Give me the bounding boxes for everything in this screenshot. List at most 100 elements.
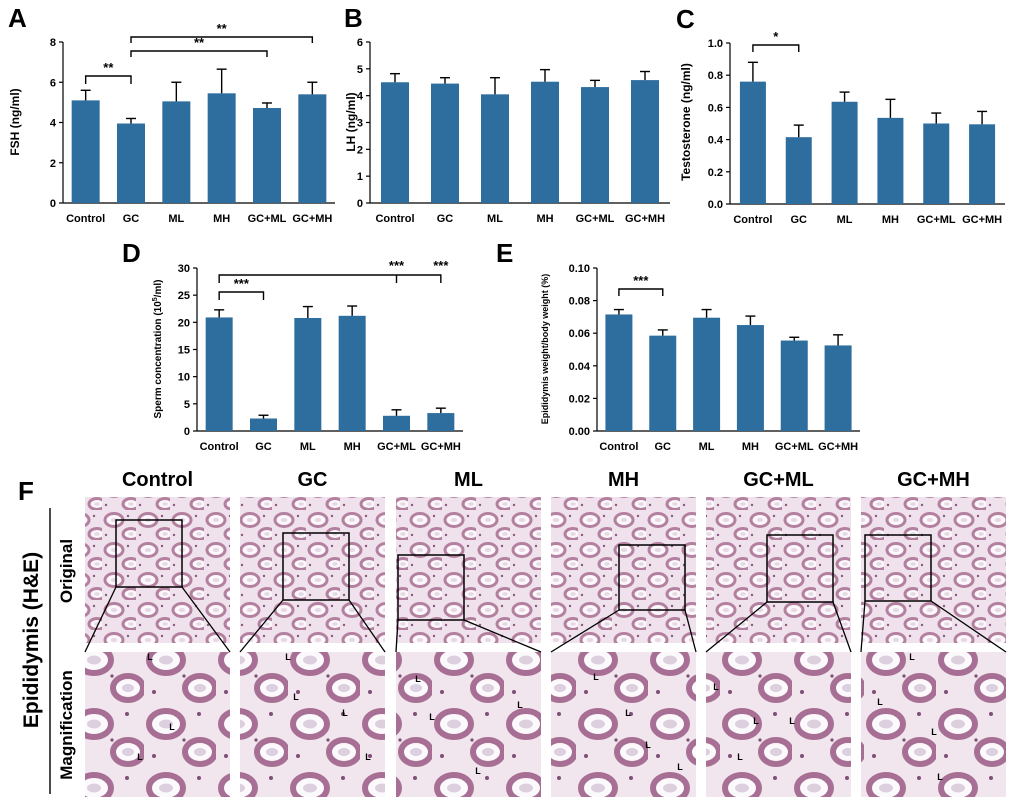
x-tick-label: GC [437,213,454,225]
bar-gc-mh [427,413,455,431]
zoom-line [84,586,117,653]
micrograph-original [861,497,1006,643]
group-title: MH [608,469,639,491]
group-title: GC+MH [897,469,970,491]
lumen-label: L [169,722,175,732]
micrograph-magnification [551,652,696,797]
lumen-label: L [429,712,435,722]
panel-letter: E [496,238,513,268]
x-tick-label: GC+ML [917,214,956,226]
zoom-line [860,600,866,653]
y-tick-label: 0 [184,426,190,438]
lumen-label: L [937,772,943,782]
zoom-line [705,601,768,653]
lumen-label: L [909,652,915,662]
x-tick-label: Control [599,441,638,453]
y-tick-label: 2 [50,158,56,170]
bar-gc [117,123,145,203]
zoom-box [864,534,932,602]
significance-bracket [84,75,132,84]
zoom-line [395,619,399,653]
lumen-label: L [415,674,421,684]
x-tick-label: GC+ML [775,441,814,453]
y-tick-label: 0 [357,198,363,210]
lumen-label: L [365,752,371,762]
bar-mh [877,117,904,204]
y-tick-label: 3 [357,118,363,130]
y-tick-label: 0.06 [569,328,590,340]
x-tick-label: ML [300,441,316,453]
y-tick-label: 0.10 [569,263,590,275]
y-tick-label: 0.6 [708,102,723,114]
y-tick-label: 30 [178,263,190,275]
row-title-magnification: Magnification [57,670,76,780]
zoom-line [239,599,284,653]
micrograph-original [85,497,230,643]
significance-label: *** [633,273,649,288]
significance-bracket [218,274,442,283]
bar-ml [481,94,509,203]
x-tick-label: GC [791,214,808,226]
bar-control [71,100,100,203]
lumen-label: L [475,766,481,776]
micrograph-magnification [396,652,541,797]
micrograph-magnification [861,652,1006,797]
zoom-line [930,600,1007,653]
y-tick-label: 5 [357,64,363,76]
lumen-label: L [147,652,153,662]
chart-panel-b: B 0 1 2 3 4 5 6 Control GC ML MH GC+ML GC+MH LH (ng/ml… [344,3,670,225]
significance-bracket [218,291,265,300]
significance-label: ** [194,35,205,50]
x-tick-label: GC+ML [248,213,287,225]
micrograph-magnification [706,652,851,797]
chart-panel-e: E 0.00 0.02 0.04 0.06 0.08 0.10 Control GC ML MH GC… [496,238,860,453]
bar-gc-ml [581,87,609,203]
y-tick-label: 4 [50,118,57,130]
x-tick-label: MH [742,441,759,453]
lumen-label: L [713,682,719,692]
zoom-line [181,586,231,653]
lumen-label: L [677,762,683,772]
x-tick-label: MH [213,213,230,225]
bar-mh [338,315,366,431]
micrograph-original [551,497,696,643]
x-tick-label: GC [655,441,672,453]
panel-letter: D [122,238,141,268]
y-tick-label: 4 [357,91,364,103]
zoom-box [115,519,183,588]
lumen-label: L [931,727,937,737]
bar-gc-ml [923,123,950,204]
bar-ml [831,101,858,204]
group-title: GC [298,469,328,491]
x-tick-label: ML [168,213,184,225]
significance-label: *** [433,258,449,273]
bar-ml [693,317,721,431]
y-tick-label: 0.0 [708,199,723,211]
histology-panel-f: F Epididymis (H&E) Original Magnification Co… [18,469,1007,797]
bar-gc [649,335,677,431]
panel-letter: B [344,3,363,33]
bar-gc-ml [780,340,808,431]
y-tick-label: 2 [357,144,363,156]
zoom-line [832,601,852,653]
zoom-box [397,554,465,621]
x-tick-label: Control [200,441,239,453]
significance-label: *** [389,258,405,273]
y-tick-label: 15 [178,345,190,357]
bar-ml [162,101,191,203]
x-tick-label: Control [375,213,414,225]
y-tick-label: 1 [357,171,363,183]
bar-mh [736,325,764,431]
significance-bracket [130,50,268,57]
zoom-line [684,609,697,653]
x-tick-label: GC+MH [962,214,1002,226]
bar-control [739,81,766,204]
y-tick-label: 5 [184,399,190,411]
x-tick-label: ML [487,213,503,225]
y-axis-label: Epididymis weight/body weight (%) [540,274,550,425]
y-tick-label: 20 [178,317,190,329]
bar-gc-ml [383,415,410,431]
y-tick-label: 6 [357,37,363,49]
y-tick-label: 10 [178,372,190,384]
y-tick-label: 0.04 [569,361,591,373]
